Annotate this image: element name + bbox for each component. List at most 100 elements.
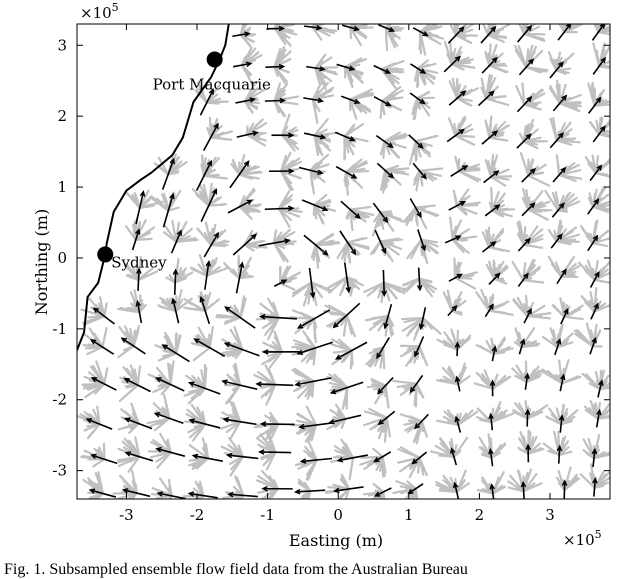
mean-arrow — [200, 188, 218, 222]
ensemble-member — [226, 373, 242, 387]
ensemble-member — [492, 351, 506, 356]
ensemble-member — [451, 225, 457, 241]
ensemble-member — [304, 458, 318, 468]
ensemble-arrow-cluster — [513, 327, 541, 349]
ensemble-member — [455, 482, 470, 494]
ensemble-member — [345, 160, 368, 174]
ensemble-arrow-cluster — [261, 330, 283, 369]
ensemble-member — [304, 423, 318, 436]
mean-arrow — [412, 162, 427, 180]
ensemble-arrow-cluster — [452, 188, 481, 216]
mean-arrow — [556, 444, 563, 464]
ensemble-member — [527, 174, 551, 187]
ensemble-member — [311, 86, 335, 101]
ensemble-member — [511, 260, 525, 282]
ensemble-member — [349, 98, 358, 120]
mean-arrow — [592, 477, 598, 497]
ensemble-member — [273, 99, 286, 118]
ensemble-member — [519, 223, 526, 246]
mean-arrow — [191, 453, 223, 462]
ensemble-member — [192, 346, 211, 362]
ensemble-member — [557, 482, 566, 492]
ensemble-member — [349, 24, 358, 29]
mean-arrow — [373, 451, 392, 463]
ensemble-member — [377, 281, 385, 299]
ensemble-member — [483, 414, 493, 424]
ensemble-member — [372, 240, 382, 255]
ensemble-member — [485, 339, 495, 356]
ensemble-arrow-cluster — [215, 295, 247, 325]
ensemble-member — [310, 281, 324, 299]
ensemble-arrow-cluster — [380, 59, 405, 90]
city-markers-layer: Port Macquarie Sydney — [97, 51, 271, 271]
ensemble-member — [484, 74, 493, 100]
ensemble-arrow-cluster — [512, 294, 552, 320]
ensemble-member — [304, 445, 318, 462]
ensemble-member — [488, 43, 492, 67]
ensemble-member — [349, 26, 362, 47]
ensemble-member — [234, 362, 242, 387]
ensemble-arrow-cluster — [488, 186, 516, 218]
ensemble-member — [314, 66, 326, 79]
mean-arrow — [412, 27, 429, 37]
ensemble-member — [162, 192, 170, 212]
ensemble-member — [311, 98, 319, 124]
mean-arrow — [554, 338, 562, 356]
ensemble-member — [238, 205, 253, 221]
ensemble-member — [344, 65, 362, 79]
ensemble-arrow-cluster — [253, 411, 280, 444]
ensemble-arrow-cluster — [278, 265, 301, 291]
ensemble-member — [406, 238, 423, 260]
ensemble-member — [88, 413, 101, 426]
x-axis-exponent: ×105 — [563, 528, 602, 549]
ensemble-member — [125, 367, 139, 387]
ensemble-member — [239, 26, 252, 36]
ensemble-member — [507, 486, 525, 493]
mean-arrow — [155, 447, 186, 457]
ensemble-member — [237, 254, 241, 280]
ensemble-member — [238, 272, 249, 280]
ensemble-member — [384, 416, 388, 438]
ensemble-member — [349, 98, 363, 113]
ensemble-member — [313, 193, 328, 207]
ensemble-member — [400, 316, 425, 321]
mean-arrow — [342, 24, 361, 32]
ensemble-member — [199, 193, 210, 207]
y-tick-label: 1 — [57, 178, 67, 196]
ensemble-member — [547, 229, 558, 243]
mean-arrow — [232, 61, 253, 68]
ensemble-arrow-cluster — [370, 237, 403, 263]
ensemble-arrow-cluster — [551, 297, 584, 321]
ensemble-member — [238, 189, 256, 208]
ensemble-arrow-cluster — [454, 155, 482, 183]
mean-arrow — [481, 130, 499, 145]
mean-arrow — [552, 166, 567, 183]
y-axis-title: Northing (m) — [32, 209, 51, 315]
ensemble-member — [555, 407, 563, 426]
ensemble-arrow-cluster — [593, 24, 610, 36]
ensemble-arrow-cluster — [547, 219, 581, 246]
mean-arrow — [298, 422, 333, 430]
ensemble-member — [332, 483, 351, 491]
mean-arrow — [227, 199, 253, 214]
mean-arrow — [409, 92, 426, 105]
ensemble-member — [343, 171, 348, 182]
ensemble-member — [333, 373, 349, 389]
ensemble-member — [243, 243, 268, 249]
mean-arrow — [521, 167, 537, 183]
ensemble-member — [592, 453, 608, 460]
mean-arrow — [557, 24, 572, 41]
ensemble-member — [591, 205, 610, 211]
ensemble-member — [485, 263, 496, 281]
ensemble-member — [205, 267, 229, 277]
ensemble-member — [311, 98, 321, 113]
mean-arrow — [225, 452, 259, 460]
mean-arrow — [258, 314, 297, 320]
ensemble-member — [273, 24, 281, 30]
ensemble-arrow-cluster — [124, 256, 159, 282]
ensemble-member — [267, 368, 277, 386]
ensemble-member — [368, 346, 385, 355]
mean-arrow — [587, 96, 602, 114]
ensemble-member — [240, 51, 259, 67]
ensemble-arrow-cluster — [579, 463, 610, 489]
